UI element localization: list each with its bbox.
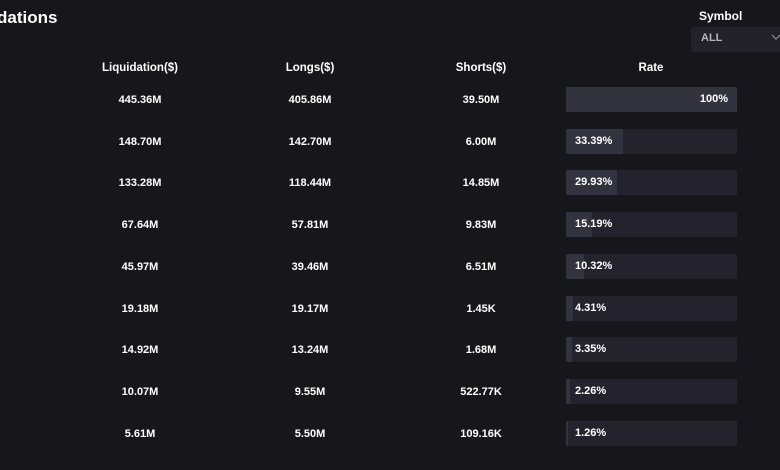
table-row: 445.36M 405.86M 39.50M 100% — [0, 87, 780, 113]
longs-value: 9.55M — [294, 386, 326, 398]
liquidation-value: 445.36M — [118, 94, 162, 106]
rate-bar-fill — [566, 129, 624, 154]
longs-value: 39.46M — [291, 261, 329, 273]
rate-bar: 29.93% — [566, 170, 737, 195]
liquidation-value: 148.70M — [118, 136, 162, 148]
liquidation-value: 133.28M — [118, 177, 162, 189]
longs-value: 57.81M — [291, 219, 329, 231]
rate-bar-fill — [566, 379, 570, 404]
table-row: 14.92M 13.24M 1.68M 3.35% — [0, 337, 780, 363]
rate-bar-fill — [566, 254, 584, 279]
table-row: 10.07M 9.55M 522.77K 2.26% — [0, 379, 780, 405]
rate-bar-fill — [566, 296, 574, 321]
column-header-longs[interactable]: Longs($) — [285, 62, 335, 74]
shorts-value: 6.00M — [465, 136, 497, 148]
shorts-value: 6.51M — [465, 261, 497, 273]
liquidation-value: 10.07M — [121, 386, 159, 398]
shorts-value: 14.85M — [462, 177, 500, 189]
longs-value: 142.70M — [288, 136, 332, 148]
longs-value: 19.17M — [291, 303, 329, 315]
symbol-select[interactable]: ALL — [691, 27, 780, 52]
table-row: 133.28M 118.44M 14.85M 29.93% — [0, 170, 780, 196]
rate-bar-fill — [566, 421, 569, 446]
column-header-rate[interactable]: Rate — [638, 62, 664, 74]
rate-value: 3.35% — [575, 343, 607, 355]
chevron-down-icon — [771, 34, 780, 40]
rate-value: 29.93% — [575, 176, 613, 188]
rate-bar: 1.26% — [566, 421, 737, 446]
rate-bar-fill — [566, 170, 618, 195]
rate-value: 2.26% — [575, 385, 607, 397]
rate-bar: 4.31% — [566, 296, 737, 321]
shorts-value: 109.16K — [460, 428, 502, 440]
table-row: 19.18M 19.17M 1.45K 4.31% — [0, 296, 780, 322]
rate-bar: 10.32% — [566, 254, 737, 279]
table-row: 5.61M 5.50M 109.16K 1.26% — [0, 421, 780, 447]
longs-value: 405.86M — [288, 94, 332, 106]
rate-value: 4.31% — [575, 302, 607, 314]
rate-bar: 33.39% — [566, 129, 737, 154]
column-header-shorts[interactable]: Shorts($) — [455, 62, 507, 74]
liquidation-value: 5.61M — [124, 428, 156, 440]
rate-bar: 100% — [566, 87, 737, 112]
symbol-value: ALL — [701, 32, 723, 44]
rate-value: 1.26% — [575, 427, 607, 439]
table-row: 67.64M 57.81M 9.83M 15.19% — [0, 212, 780, 238]
shorts-value: 39.50M — [462, 94, 500, 106]
rate-bar: 3.35% — [566, 337, 737, 362]
symbol-label: Symbol — [699, 9, 743, 23]
rate-value: 100% — [699, 93, 728, 105]
rate-bar: 2.26% — [566, 379, 737, 404]
liquidation-value: 67.64M — [121, 219, 159, 231]
rate-bar-fill — [566, 337, 572, 362]
longs-value: 13.24M — [291, 344, 329, 356]
table-row: 148.70M 142.70M 6.00M 33.39% — [0, 129, 780, 155]
rate-bar-fill — [566, 87, 737, 112]
panel-title: dations — [0, 8, 58, 27]
rate-value: 15.19% — [575, 218, 613, 230]
shorts-value: 1.68M — [465, 344, 497, 356]
liquidation-value: 19.18M — [121, 303, 159, 315]
liquidation-value: 45.97M — [121, 261, 159, 273]
rate-bar: 15.19% — [566, 212, 737, 237]
shorts-value: 522.77K — [460, 386, 502, 398]
table-row: 45.97M 39.46M 6.51M 10.32% — [0, 254, 780, 280]
rate-value: 10.32% — [575, 260, 613, 272]
shorts-value: 9.83M — [465, 219, 497, 231]
longs-value: 5.50M — [294, 428, 326, 440]
shorts-value: 1.45K — [466, 303, 496, 315]
longs-value: 118.44M — [288, 177, 332, 189]
rate-bar-fill — [566, 212, 592, 237]
rate-value: 33.39% — [575, 135, 613, 147]
column-header-liquidation[interactable]: Liquidation($) — [101, 62, 179, 74]
liquidation-value: 14.92M — [121, 344, 159, 356]
